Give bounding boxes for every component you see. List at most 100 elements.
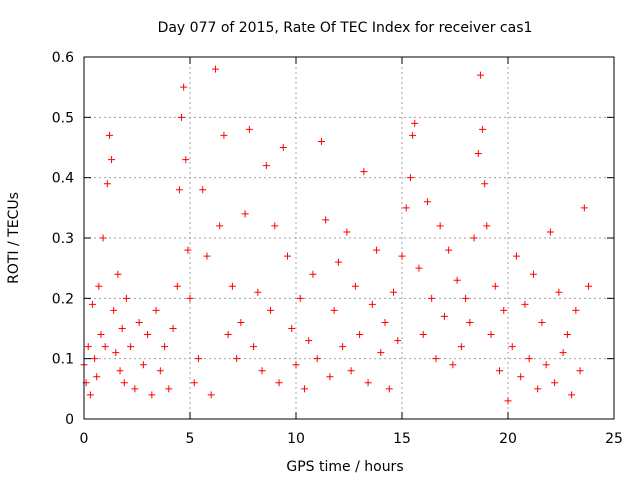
data-point [559,349,567,357]
data-point [322,216,330,224]
data-point [91,355,99,363]
data-point [262,162,270,170]
data-point [390,288,398,296]
data-point [534,385,542,393]
data-point [103,180,111,188]
data-point [481,180,489,188]
data-point [169,325,177,332]
axis-ticks: 0 5 10 15 20 25 0 0.1 0.2 0.3 0.4 0.5 0.6 [52,50,623,447]
data-point [445,246,453,254]
data-point [116,367,124,375]
data-point [317,137,325,145]
y-tick-label: 0.5 [52,110,74,126]
data-point [114,270,122,278]
data-point [415,264,423,272]
data-point [428,294,436,302]
data-point [118,325,126,332]
data-point [152,306,160,314]
data-point [95,282,103,290]
data-point [271,222,279,230]
data-point [326,373,334,381]
data-point [127,343,135,351]
data-point [568,391,576,399]
data-point [546,228,554,236]
data-point [436,222,444,230]
data-point [538,318,546,326]
data-point [182,156,190,164]
data-point [220,131,228,139]
data-point [423,198,431,206]
data-point [292,361,300,369]
data-point [525,355,533,363]
data-point [97,331,105,339]
data-point [508,343,516,351]
data-point [483,222,491,230]
data-point [339,343,347,351]
data-point [237,318,245,326]
data-point [521,300,529,308]
y-tick-label: 0.2 [52,291,74,307]
data-point [360,168,368,176]
data-point [580,204,588,212]
data-point [207,391,215,399]
data-point [88,300,96,308]
data-point [479,125,487,133]
data-point [148,391,156,399]
data-point [496,367,504,375]
data-point [305,337,313,345]
data-point [385,385,393,393]
data-point [347,367,355,375]
data-point [105,131,113,139]
data-point [245,125,253,133]
x-tick-label: 25 [605,431,623,447]
data-point [377,349,385,357]
data-point [180,83,188,91]
data-point [296,294,304,302]
data-point [101,343,109,351]
data-point [284,252,292,260]
data-point [504,397,512,405]
data-point [466,318,474,326]
data-point [551,379,559,387]
x-tick-label: 5 [186,431,195,447]
data-point [86,391,94,399]
data-point [373,246,381,254]
data-point [334,258,342,266]
data-point [517,373,525,381]
data-point [250,343,258,351]
data-point [330,306,338,314]
data-point [194,355,202,363]
data-point [120,379,128,387]
data-point [300,385,308,393]
data-point [267,306,275,314]
data-point [241,210,249,218]
x-tick-label: 10 [287,431,305,447]
data-point [409,131,417,139]
y-tick-label: 0 [65,412,74,428]
y-tick-label: 0.4 [52,171,74,187]
data-point [512,252,520,260]
data-point [216,222,224,230]
data-point [432,355,440,363]
data-point [224,331,232,339]
data-point [112,349,120,357]
data-point [381,318,389,326]
data-point [156,367,164,375]
data-point [351,282,359,290]
data-point [462,294,470,302]
data-point [161,343,169,351]
data-point [203,252,211,260]
data-point [211,65,219,73]
data-point [529,270,537,278]
data-point [406,174,414,182]
data-point [228,282,236,290]
data-point [476,71,484,79]
data-point [563,331,571,339]
data-point [585,282,593,290]
data-point [84,343,92,351]
data-point [343,228,351,236]
data-point [254,288,262,296]
data-point [279,144,287,151]
data-point [309,270,317,278]
